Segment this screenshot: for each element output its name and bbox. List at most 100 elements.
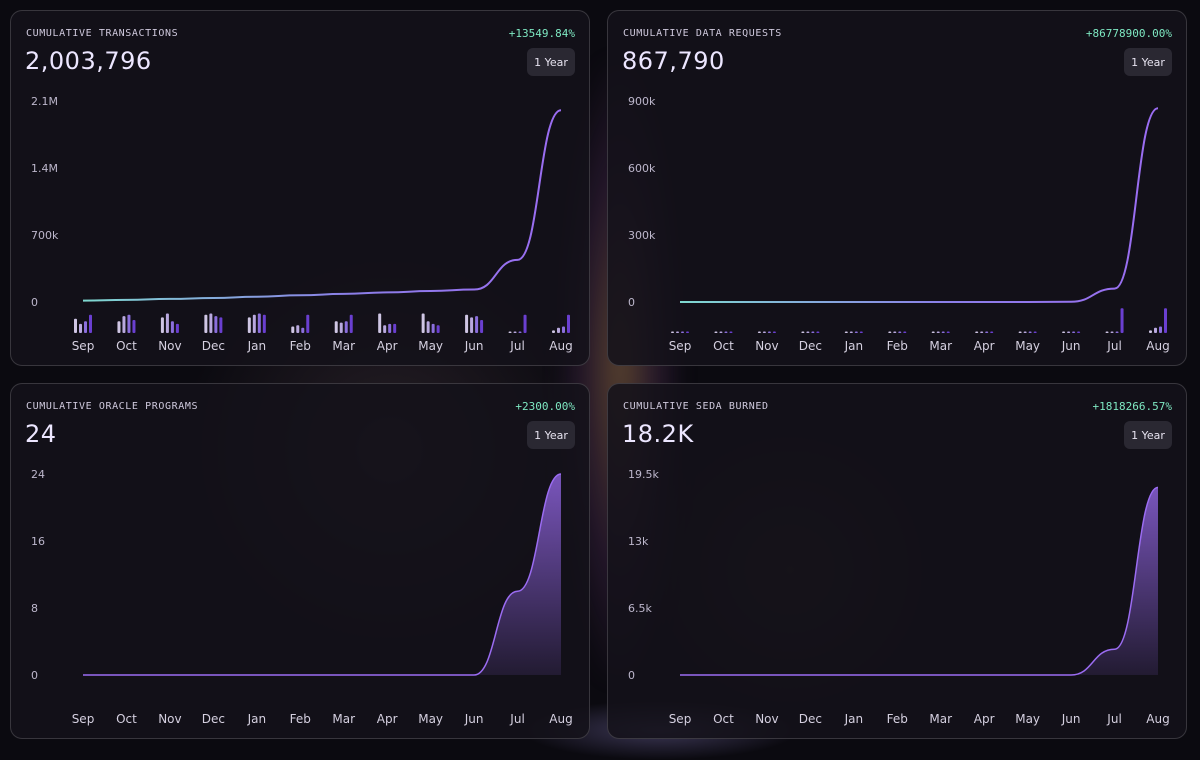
month-bar bbox=[714, 331, 718, 333]
period-button[interactable]: 1 Year bbox=[527, 48, 575, 76]
month-bar bbox=[980, 331, 984, 333]
data-point bbox=[169, 298, 171, 300]
x-tick-label: Dec bbox=[202, 339, 225, 353]
month-bar bbox=[757, 331, 761, 333]
data-point bbox=[1113, 648, 1115, 650]
x-tick-label: May bbox=[418, 712, 443, 726]
month-bar bbox=[475, 316, 479, 333]
month-bar bbox=[1110, 331, 1114, 333]
x-tick-label: Feb bbox=[290, 339, 311, 353]
transactions-chart: 0 700k 1.4M 2.1M Sep Oct Nov Dec Jan Feb Mar Apr May… bbox=[31, 95, 573, 353]
series-line bbox=[679, 107, 1159, 303]
month-bar bbox=[816, 331, 820, 333]
x-tick-label: Jul bbox=[509, 339, 524, 353]
month-bar bbox=[334, 321, 338, 333]
month-bar bbox=[859, 331, 863, 333]
month-bar bbox=[557, 327, 560, 333]
series-line bbox=[679, 486, 1159, 676]
period-button[interactable]: 1 Year bbox=[527, 421, 575, 449]
data-point bbox=[82, 674, 84, 676]
x-tick-label: Nov bbox=[158, 339, 181, 353]
x-tick-label: Jul bbox=[1106, 339, 1121, 353]
data-point bbox=[212, 674, 214, 676]
month-bar bbox=[801, 331, 805, 333]
x-tick-label: Sep bbox=[72, 712, 95, 726]
x-tick-label: Oct bbox=[713, 339, 734, 353]
month-bar bbox=[1105, 331, 1109, 333]
month-bar bbox=[681, 331, 684, 333]
month-bar bbox=[893, 331, 897, 333]
data-point bbox=[516, 259, 518, 261]
period-button[interactable]: 1 Year bbox=[1124, 421, 1172, 449]
month-bar bbox=[209, 313, 213, 333]
month-bar bbox=[388, 323, 392, 333]
data-point bbox=[82, 299, 84, 301]
y-tick-label: 19.5k bbox=[628, 468, 659, 481]
data-point bbox=[1157, 486, 1159, 488]
x-tick-label: Sep bbox=[669, 712, 692, 726]
x-tick-label: Mar bbox=[332, 712, 355, 726]
data-point bbox=[940, 301, 942, 303]
period-button[interactable]: 1 Year bbox=[1124, 48, 1172, 76]
data-point bbox=[722, 301, 724, 303]
data-point bbox=[299, 294, 301, 296]
percent-change: +86778900.00% bbox=[1085, 27, 1172, 40]
month-bar bbox=[122, 316, 126, 333]
x-tick-label: May bbox=[418, 339, 443, 353]
month-bar bbox=[898, 331, 902, 333]
y-tick-label: 13k bbox=[628, 535, 649, 548]
data-point bbox=[560, 109, 562, 111]
x-tick-label: Oct bbox=[116, 339, 137, 353]
data-point bbox=[473, 288, 475, 290]
month-bar bbox=[465, 314, 469, 333]
month-bar bbox=[985, 331, 989, 333]
data-point bbox=[983, 301, 985, 303]
month-bar bbox=[729, 331, 733, 333]
x-tick-label: Jun bbox=[1061, 712, 1081, 726]
percent-change: +2300.00% bbox=[515, 400, 575, 413]
month-bar bbox=[513, 331, 517, 333]
data-point bbox=[386, 674, 388, 676]
month-bar bbox=[79, 323, 82, 333]
data-point bbox=[429, 290, 431, 292]
month-bar bbox=[127, 314, 131, 333]
month-bar bbox=[344, 321, 348, 333]
month-bar bbox=[257, 313, 261, 333]
month-bar bbox=[1033, 331, 1037, 333]
x-tick-label: Mar bbox=[929, 712, 952, 726]
month-bar bbox=[349, 314, 353, 333]
month-bar bbox=[975, 331, 979, 333]
data-point bbox=[853, 301, 855, 303]
month-bar bbox=[1077, 331, 1081, 333]
month-bar bbox=[1120, 308, 1124, 333]
month-bar bbox=[1149, 330, 1152, 333]
x-tick-label: Mar bbox=[332, 339, 355, 353]
x-tick-label: Mar bbox=[929, 339, 952, 353]
month-bar bbox=[470, 317, 474, 333]
data-point bbox=[299, 674, 301, 676]
month-bar bbox=[676, 331, 679, 333]
month-bar bbox=[772, 331, 776, 333]
month-bar bbox=[1067, 331, 1071, 333]
x-tick-label: Nov bbox=[158, 712, 181, 726]
y-tick-label: 2.1M bbox=[31, 95, 58, 108]
month-bar bbox=[508, 331, 512, 333]
month-bar bbox=[990, 331, 994, 333]
card-title: CUMULATIVE SEDA BURNED bbox=[623, 401, 769, 412]
y-tick-label: 300k bbox=[628, 229, 656, 242]
data-point bbox=[1070, 301, 1072, 303]
month-bar bbox=[214, 316, 218, 333]
month-bar bbox=[946, 331, 950, 333]
data-point bbox=[1113, 287, 1115, 289]
month-bar bbox=[811, 331, 815, 333]
x-tick-label: Nov bbox=[755, 712, 778, 726]
month-bar bbox=[1154, 327, 1157, 333]
data-point bbox=[343, 293, 345, 295]
data-point bbox=[896, 301, 898, 303]
y-tick-label: 16 bbox=[31, 535, 45, 548]
month-bar bbox=[1023, 331, 1027, 333]
data-point bbox=[853, 674, 855, 676]
month-bar bbox=[671, 331, 674, 333]
x-tick-label: Aug bbox=[1146, 339, 1169, 353]
percent-change: +13549.84% bbox=[508, 27, 575, 40]
